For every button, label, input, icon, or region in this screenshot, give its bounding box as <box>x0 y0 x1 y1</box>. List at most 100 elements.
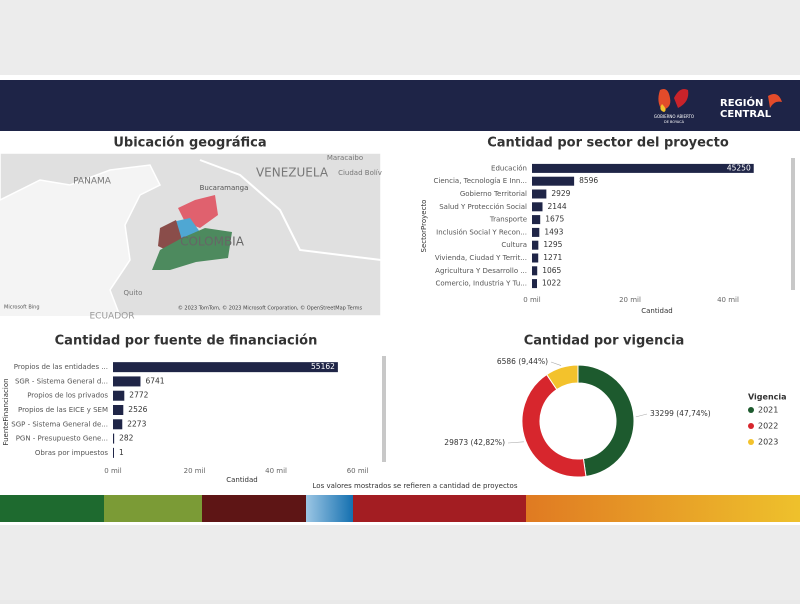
data-label: 1493 <box>544 227 563 236</box>
chart-title: Cantidad por sector del proyecto <box>487 136 729 151</box>
y-tick-label: SGR - Sistema General d... <box>15 377 108 385</box>
bar <box>532 176 575 186</box>
map: PANAMA VENEZUELA Maracaibo Ciudad Bolív … <box>0 152 382 322</box>
x-axis-title: Cantidad <box>641 307 672 315</box>
y-tick-label: Propios de las entidades ... <box>14 363 108 371</box>
map-label: VENEZUELA <box>256 166 329 180</box>
stripe <box>202 495 306 522</box>
y-tick-label: Educación <box>491 164 527 172</box>
y-tick-label: Propios de las EICE y SEM <box>18 406 108 414</box>
legend-swatch <box>748 423 754 429</box>
scrollbar[interactable] <box>382 356 386 462</box>
logo-right: REGIÓN CENTRAL <box>720 94 782 120</box>
logo-shape <box>658 89 671 110</box>
y-tick-label: Cultura <box>501 241 527 249</box>
y-tick-label: Propios de los privados <box>27 392 108 400</box>
map-border <box>199 159 382 261</box>
bar <box>113 376 141 387</box>
logo-left: GOBIERNO ABIERTO DE BOYACÁ <box>654 89 694 124</box>
y-tick-label: Salud Y Protección Social <box>439 203 527 211</box>
x-tick-label: 20 mil <box>184 467 206 475</box>
bar <box>532 215 541 225</box>
legend-label: 2022 <box>758 422 778 431</box>
chart-title: Cantidad por vigencia <box>524 334 685 349</box>
y-tick-label: Ciencia, Tecnología E Inn... <box>434 177 527 185</box>
logo-shape <box>768 94 782 108</box>
stripe <box>0 495 104 522</box>
stripe <box>526 495 800 522</box>
legend-swatch <box>748 439 754 445</box>
logo-shape <box>660 104 666 112</box>
data-label: 6741 <box>145 376 164 385</box>
bar <box>113 447 114 458</box>
data-label: 1295 <box>543 240 562 249</box>
chart-title: Cantidad por fuente de financiación <box>55 334 318 349</box>
x-tick-label: 60 mil <box>347 467 369 475</box>
data-label: 2144 <box>548 202 567 211</box>
x-tick-label: 0 mil <box>523 296 540 304</box>
logo-text: DE BOYACÁ <box>664 119 685 124</box>
data-label: 1065 <box>542 266 561 275</box>
pie-slice <box>521 373 587 478</box>
bar <box>113 362 338 373</box>
x-tick-label: 0 mil <box>104 467 121 475</box>
map-label: Quito <box>124 289 143 297</box>
bar <box>113 390 125 401</box>
bar <box>532 163 754 173</box>
data-label: 282 <box>119 434 134 443</box>
map-region <box>152 228 232 270</box>
logo-shape <box>674 89 689 108</box>
x-tick-label: 40 mil <box>717 296 739 304</box>
data-label: 2273 <box>127 419 146 428</box>
data-label: 29873 (42,82%) <box>444 438 505 447</box>
bar <box>113 419 123 430</box>
data-label: 1271 <box>543 253 562 262</box>
bar <box>113 433 115 444</box>
scrollbar[interactable] <box>791 158 795 290</box>
data-label: 1022 <box>542 279 561 288</box>
map-label: Ciudad Bolív <box>338 169 382 177</box>
y-tick-label: Comercio, Industria Y Tu... <box>436 280 527 288</box>
map-brand: Microsoft Bing <box>4 305 40 311</box>
logo-text: CENTRAL <box>720 109 772 120</box>
y-tick-label: Agricultura Y Desarrollo ... <box>435 267 527 275</box>
y-tick-label: Transporte <box>489 216 527 224</box>
stripe <box>104 495 202 522</box>
y-tick-label: Inclusión Social Y Recon... <box>436 228 527 236</box>
bar <box>532 279 538 289</box>
map-label: COLOMBIA <box>180 235 245 249</box>
data-label: 1675 <box>545 215 564 224</box>
bar <box>532 240 539 250</box>
leader-line <box>550 361 562 366</box>
bar <box>532 266 538 276</box>
bar <box>532 189 547 199</box>
stripe <box>353 495 526 522</box>
data-label: 2929 <box>551 189 570 198</box>
y-axis-title: SectorProyecto <box>420 200 428 253</box>
y-tick-label: Gobierno Territorial <box>460 190 527 198</box>
map-attribution: © 2023 TomTom, © 2023 Microsoft Corporat… <box>178 305 363 312</box>
x-axis-title: Cantidad <box>226 476 257 484</box>
bar <box>532 202 543 212</box>
y-tick-label: Vivienda, Ciudad Y Territ... <box>435 254 527 262</box>
data-label: 8596 <box>579 176 598 185</box>
map-label: Bucaramanga <box>200 184 249 192</box>
legend-label: 2023 <box>758 438 778 447</box>
color-stripe <box>0 495 800 522</box>
data-label: 33299 (47,74%) <box>650 409 711 418</box>
bar <box>113 405 124 415</box>
legend-title: Vigencia <box>748 393 787 402</box>
y-tick-label: Obras por impuestos <box>35 449 108 457</box>
data-label: 2526 <box>128 405 147 414</box>
legend-swatch <box>748 407 754 413</box>
map-label: ECUADOR <box>90 312 135 322</box>
logo-text: GOBIERNO ABIERTO <box>654 114 694 119</box>
leader-line <box>507 441 524 444</box>
x-tick-label: 20 mil <box>619 296 641 304</box>
stripe <box>306 495 353 522</box>
pie-slice <box>546 364 579 391</box>
y-tick-label: SGP - Sistema General de... <box>11 420 108 428</box>
y-axis-title: FuenteFinanciacion <box>2 378 10 445</box>
y-tick-label: PGN - Presupuesto Gene... <box>16 435 108 443</box>
